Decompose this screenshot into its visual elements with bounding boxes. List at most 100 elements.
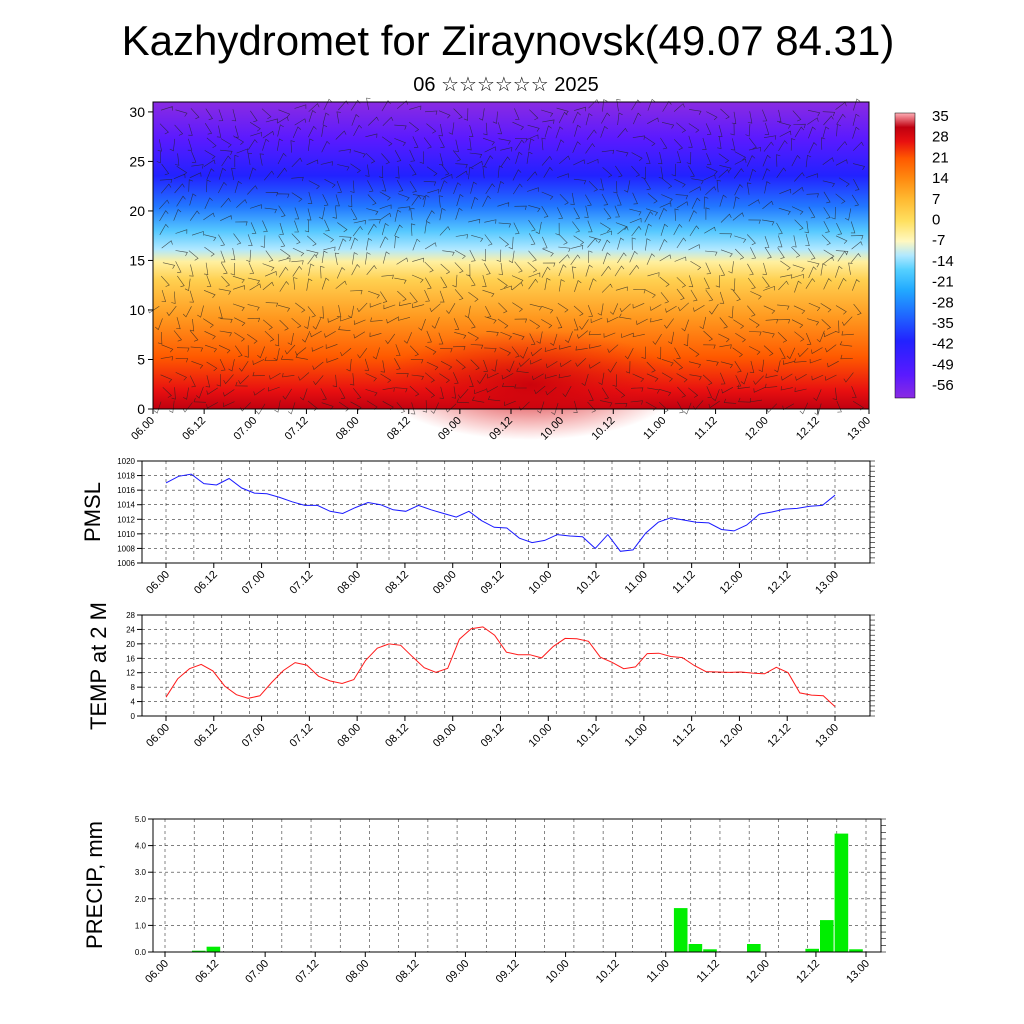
pmsl-x-tick-label: 07.12 — [288, 569, 316, 597]
precip-bars — [192, 833, 863, 952]
precip-y-tick-label: 5.0 — [135, 815, 147, 824]
precip-y-tick-label: 2.0 — [135, 895, 147, 904]
heatmap-warm-core — [380, 330, 680, 440]
pmsl-y-tick-label: 1020 — [117, 457, 135, 466]
heatmap-x-tick-label: 07.00 — [231, 415, 259, 443]
precip-y-tick-label: 3.0 — [135, 868, 147, 877]
colorbar-label: 7 — [932, 191, 940, 208]
precip-x-tick-label: 09.12 — [494, 958, 522, 986]
pmsl-frame — [141, 460, 871, 564]
heatmap-y-tick-label: 0 — [137, 401, 145, 417]
colorbar: 35 28 21 14 7 0 -7 -14 -21 -28 -35 -42 -49 -56 — [894, 108, 954, 399]
heatmap-y-axis: 0 5 10 15 20 25 30 — [129, 104, 153, 417]
chart-title: Kazhydromet for Ziraynovsk(49.07 84.31) — [122, 17, 895, 64]
pmsl-y-tick-label: 1014 — [117, 501, 135, 510]
temp-y-tick-label: 20 — [126, 640, 135, 649]
precip-bar — [834, 833, 849, 952]
pmsl-x-tick-label: 12.00 — [718, 569, 746, 597]
temp-y-tick-label: 28 — [126, 611, 135, 620]
temp-x-tick-label: 12.00 — [718, 722, 746, 750]
heatmap-x-tick-label: 08.12 — [385, 415, 413, 443]
precip-bar — [688, 944, 703, 952]
heatmap-x-tick-label: 08.00 — [334, 415, 362, 443]
temp-x-tick-label: 11.12 — [670, 722, 697, 749]
temp-x-tick-label: 06.00 — [144, 722, 172, 750]
colorbar-label: 28 — [932, 129, 949, 146]
pmsl-y-tick-label: 1018 — [117, 472, 135, 481]
temp-x-tick-label: 08.00 — [335, 722, 363, 750]
heatmap-x-tick-label: 11.12 — [692, 415, 719, 442]
precip-grid — [153, 818, 881, 953]
precip-x-tick-label: 08.12 — [394, 958, 422, 986]
temp-y-axis: 0 4 8 12 16 20 24 28 — [126, 611, 875, 721]
pmsl-x-tick-label: 11.00 — [623, 569, 650, 596]
pmsl-series-line — [165, 473, 836, 552]
colorbar-label: -49 — [932, 356, 954, 373]
colorbar-gradient — [894, 112, 916, 399]
pmsl-y-tick-label: 1008 — [117, 544, 135, 553]
precip-x-tick-label: 07.00 — [243, 958, 271, 986]
temp-y-tick-label: 12 — [126, 669, 135, 678]
colorbar-labels: 35 28 21 14 7 0 -7 -14 -21 -28 -35 -42 -49 -56 — [932, 108, 954, 394]
temp-y-tick-label: 8 — [131, 683, 136, 692]
precip-x-tick-label: 06.00 — [143, 958, 171, 986]
colorbar-label: -14 — [932, 253, 954, 270]
colorbar-label: -7 — [932, 232, 945, 249]
temp-x-tick-label: 12.12 — [765, 722, 793, 750]
colorbar-label: 35 — [932, 108, 949, 125]
temp-x-tick-label: 09.00 — [431, 722, 459, 750]
precip-y-tick-label: 0.0 — [135, 948, 147, 957]
temp-x-tick-label: 13.00 — [813, 722, 841, 750]
pmsl-x-tick-label: 09.00 — [431, 569, 459, 597]
heatmap-y-tick-label: 10 — [129, 302, 145, 318]
heatmap-y-tick-label: 30 — [129, 104, 145, 120]
pmsl-x-tick-label: 08.12 — [383, 569, 411, 597]
precip-x-axis: 06.00 06.12 07.00 07.12 08.00 08.12 09.00 09.12… — [143, 952, 872, 986]
colorbar-label: -28 — [932, 294, 954, 311]
pmsl-x-tick-label: 11.12 — [670, 569, 697, 596]
colorbar-label: -56 — [932, 377, 954, 394]
pmsl-y-tick-label: 1006 — [117, 559, 135, 568]
precip-panel: 0.01.02.03.04.05.0 06.00 06.12 07.00 07.12 0… — [82, 815, 886, 986]
pmsl-x-tick-label: 09.12 — [479, 569, 507, 597]
pmsl-y-tick-label: 1012 — [117, 515, 135, 524]
pmsl-x-tick-label: 13.00 — [813, 569, 841, 597]
colorbar-label: 0 — [932, 212, 940, 229]
pmsl-x-tick-label: 08.00 — [335, 569, 363, 597]
heatmap-x-tick-label: 06.00 — [129, 415, 157, 443]
precip-x-tick-label: 07.12 — [293, 958, 321, 986]
heatmap-y-tick-label: 15 — [129, 252, 145, 268]
temp-x-tick-label: 07.12 — [288, 722, 316, 750]
pmsl-x-tick-label: 12.12 — [765, 569, 793, 597]
colorbar-label: 14 — [932, 170, 949, 187]
temp-x-tick-label: 07.00 — [240, 722, 268, 750]
temp-grid — [142, 614, 870, 717]
precip-bar — [747, 944, 761, 952]
precip-x-tick-label: 12.00 — [744, 958, 772, 986]
pmsl-x-tick-label: 10.00 — [526, 569, 554, 597]
precip-y-axis: 0.0 1.0 2.0 3.0 4.0 5.0 — [135, 815, 886, 957]
wind-barb-strokes — [148, 97, 866, 416]
cross-section-panel: 0 5 10 15 20 25 30 06.00 06.12 07.00 07.12 08.00 08… — [129, 97, 873, 443]
heatmap-x-tick-label: 06.12 — [180, 415, 208, 443]
temp-axis-label: TEMP at 2 M — [86, 602, 111, 730]
heatmap-x-tick-label: 12.12 — [794, 415, 822, 443]
pmsl-y-tick-label: 1016 — [117, 486, 135, 495]
precip-bar — [805, 948, 819, 952]
temp-y-tick-label: 24 — [126, 625, 135, 634]
temp-x-tick-label: 10.12 — [574, 722, 602, 750]
temp-y-tick-label: 16 — [126, 654, 135, 663]
heatmap-x-tick-label: 13.00 — [845, 415, 873, 443]
precip-bar — [206, 946, 221, 952]
precip-y-tick-label: 1.0 — [135, 921, 147, 930]
temp-x-tick-label: 06.12 — [192, 722, 220, 750]
precip-bar — [849, 949, 863, 952]
precip-x-tick-label: 10.12 — [594, 958, 622, 986]
colorbar-label: -42 — [932, 336, 954, 353]
colorbar-label: -35 — [932, 315, 954, 332]
heatmap-x-tick-label: 12.00 — [743, 415, 771, 443]
temp-frame — [141, 614, 871, 717]
